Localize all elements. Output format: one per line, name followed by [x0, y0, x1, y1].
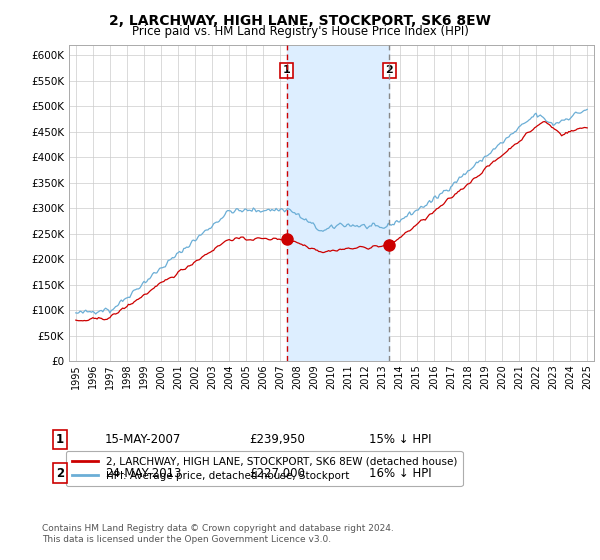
Text: 1: 1 [56, 433, 64, 446]
Text: 24-MAY-2013: 24-MAY-2013 [105, 466, 182, 480]
Text: 15-MAY-2007: 15-MAY-2007 [105, 433, 181, 446]
Legend: 2, LARCHWAY, HIGH LANE, STOCKPORT, SK6 8EW (detached house), HPI: Average price,: 2, LARCHWAY, HIGH LANE, STOCKPORT, SK6 8… [67, 451, 463, 486]
Text: Contains HM Land Registry data © Crown copyright and database right 2024.: Contains HM Land Registry data © Crown c… [42, 524, 394, 533]
Text: 15% ↓ HPI: 15% ↓ HPI [369, 433, 431, 446]
Text: £239,950: £239,950 [249, 433, 305, 446]
Text: 2: 2 [385, 66, 393, 75]
Bar [287, 45, 389, 361]
Text: This data is licensed under the Open Government Licence v3.0.: This data is licensed under the Open Gov… [42, 535, 331, 544]
Text: 2, LARCHWAY, HIGH LANE, STOCKPORT, SK6 8EW: 2, LARCHWAY, HIGH LANE, STOCKPORT, SK6 8… [109, 14, 491, 28]
Text: 16% ↓ HPI: 16% ↓ HPI [369, 466, 431, 480]
Text: 1: 1 [283, 66, 290, 75]
Text: Price paid vs. HM Land Registry's House Price Index (HPI): Price paid vs. HM Land Registry's House … [131, 25, 469, 38]
Text: 2: 2 [56, 466, 64, 480]
Text: £227,000: £227,000 [249, 466, 305, 480]
